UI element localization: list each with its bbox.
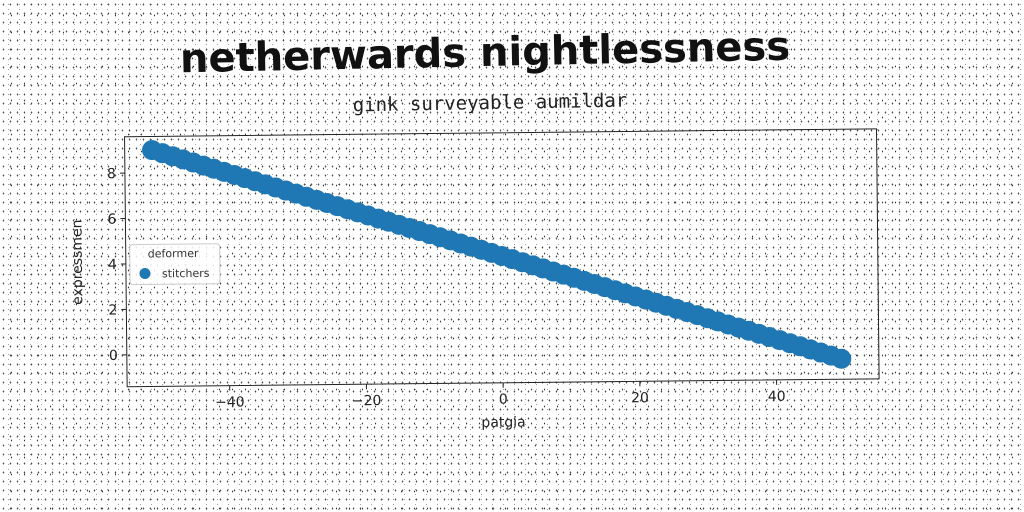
legend-label: stitchers [162,267,210,280]
chart-title: netherwards nightlessness [179,23,791,83]
x-tick-label: −40 [215,394,245,410]
scatter-point [831,348,852,369]
y-tick-label: 4 [108,257,117,273]
x-tick-label: 20 [631,390,649,406]
y-tick-label: 0 [109,348,118,364]
x-tick-label: 0 [499,392,508,408]
plot-area: −40 −20 0 20 40 0 2 4 6 8 patgia expressmen deformer… [58,111,901,440]
scatter-chart: −40 −20 0 20 40 0 2 4 6 8 patgia expressmen deformer… [69,128,880,431]
legend-marker [139,268,151,280]
x-axis-label: patgia [481,415,525,431]
legend-box [129,243,221,286]
legend-title: deformer [148,247,199,261]
x-tick-label: 40 [768,389,786,405]
y-tick-label: 6 [107,212,116,228]
x-tick-label: −20 [352,393,382,409]
y-tick-label: 2 [108,303,117,319]
y-tick-label: 8 [107,166,116,182]
y-axis-label: expressmen [69,219,86,304]
